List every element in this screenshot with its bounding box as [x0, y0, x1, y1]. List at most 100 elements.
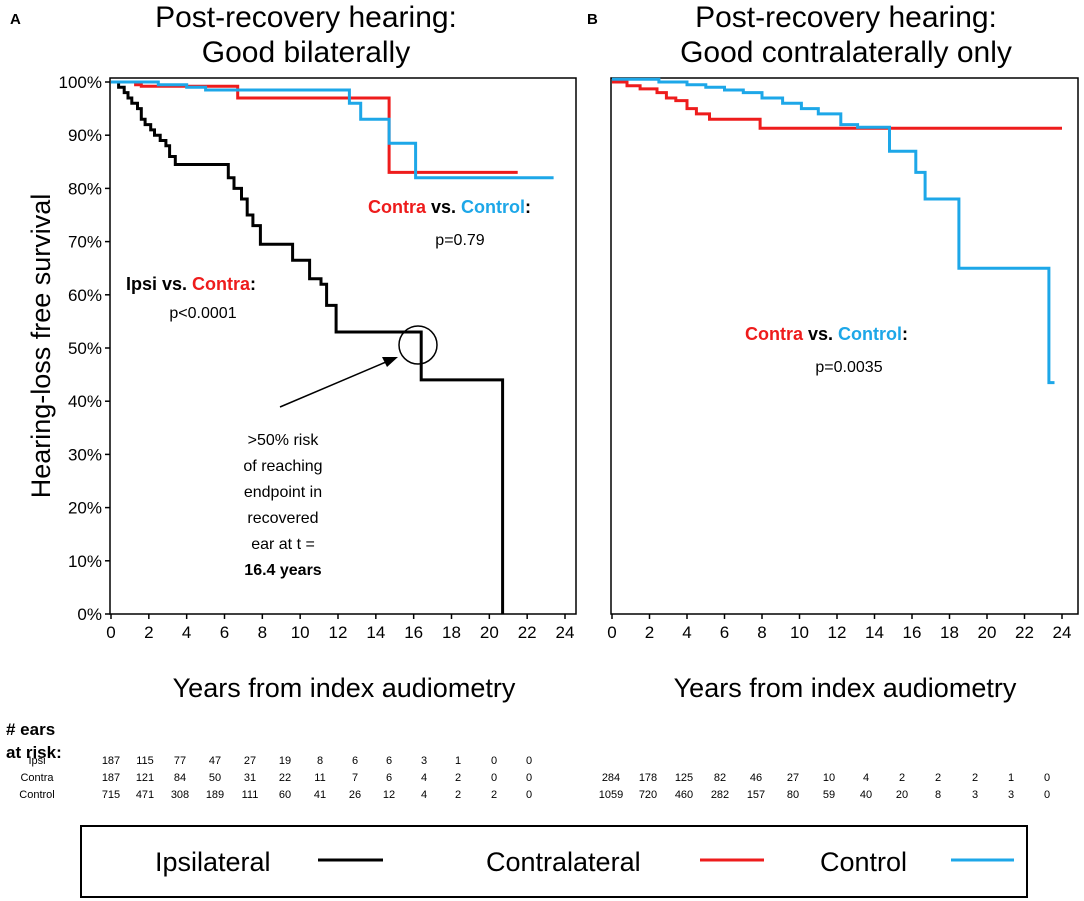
- risk-cell-a-control: 2: [455, 789, 461, 801]
- y-tick-label: 30%: [68, 445, 102, 464]
- panel-a-x-tick-label: 14: [366, 623, 385, 642]
- panel-a-letter: A: [10, 11, 21, 28]
- risk-cell-a-control: 2: [491, 789, 497, 801]
- median-arrow-shaft: [279, 361, 387, 408]
- y-tick-label: 60%: [68, 286, 102, 305]
- panel-b-x-tick-label: 20: [978, 623, 997, 642]
- risk-cell-b-control: 59: [823, 789, 835, 801]
- risk-cell-a-ipsi: 6: [352, 755, 358, 767]
- risk-cell-a-control: 715: [102, 789, 120, 801]
- panel-b-x-tick-label: 18: [940, 623, 959, 642]
- risk-cell-a-contra: 22: [279, 772, 291, 784]
- median-highlight-circle: [398, 325, 438, 365]
- risk-cell-b-contra: 10: [823, 772, 835, 784]
- ipsi-word: Ipsi: [126, 274, 157, 294]
- risk-cell-a-ipsi: 187: [102, 755, 120, 767]
- colon: :: [525, 197, 531, 217]
- risk-cell-a-ipsi: 6: [386, 755, 392, 767]
- panel-a-ipsi-contra-p-value: p<0.0001: [169, 305, 236, 322]
- risk-cell-a-contra: 2: [455, 772, 461, 784]
- panel-b-series-contralateral: [612, 80, 1062, 130]
- panel-b-letter: B: [587, 11, 598, 28]
- risk-row-label-ipsi: Ipsi: [28, 755, 45, 767]
- panel-a-x-tick-label: 0: [106, 623, 115, 642]
- risk-row-label-control: Control: [19, 789, 54, 801]
- risk-cell-a-contra: 0: [491, 772, 497, 784]
- risk-cell-a-ipsi: 1: [455, 755, 461, 767]
- control-word: Control: [461, 197, 525, 217]
- risk-cell-a-contra: 31: [244, 772, 256, 784]
- panel-b-x-axis-label: Years from index audiometry: [674, 673, 1017, 703]
- y-tick-label: 80%: [68, 179, 102, 198]
- legend-label-ipsilateral: Ipsilateral: [155, 847, 271, 877]
- risk-cell-a-contra: 7: [352, 772, 358, 784]
- risk-cell-a-contra: 0: [526, 772, 532, 784]
- risk-cell-b-contra: 4: [863, 772, 869, 784]
- y-tick-label: 0%: [77, 605, 102, 624]
- risk-cell-b-contra: 0: [1044, 772, 1050, 784]
- risk-cell-a-control: 0: [526, 789, 532, 801]
- risk-cell-a-control: 12: [383, 789, 395, 801]
- risk-cell-a-ipsi: 8: [317, 755, 323, 767]
- y-tick-label: 40%: [68, 392, 102, 411]
- risk-note-line-2: of reaching: [243, 458, 322, 475]
- panel-a-x-tick-label: 6: [220, 623, 229, 642]
- panel-b-x-tick-label: 14: [865, 623, 884, 642]
- risk-cell-b-control: 1059: [599, 789, 623, 801]
- risk-cell-a-contra: 11: [314, 772, 325, 784]
- panel-a-x-tick-label: 8: [258, 623, 267, 642]
- risk-cell-a-ipsi: 0: [491, 755, 497, 767]
- risk-cell-b-control: 460: [675, 789, 693, 801]
- risk-cell-a-ipsi: 77: [174, 755, 186, 767]
- panel-a-x-tick-label: 22: [518, 623, 537, 642]
- risk-cell-a-control: 60: [279, 789, 291, 801]
- risk-cell-b-contra: 27: [787, 772, 799, 784]
- risk-cell-b-contra: 178: [639, 772, 657, 784]
- panel-a-contra-control-p-value: p=0.79: [435, 232, 484, 249]
- panel-a-series-ipsilateral: [111, 80, 505, 614]
- risk-cell-a-contra: 84: [174, 772, 186, 784]
- risk-cell-a-ipsi: 27: [244, 755, 256, 767]
- risk-cell-a-ipsi: 3: [421, 755, 427, 767]
- panel-b-x-tick-label: 4: [682, 623, 691, 642]
- y-tick-label: 90%: [68, 126, 102, 145]
- risk-cell-a-control: 471: [136, 789, 154, 801]
- colon: :: [902, 324, 908, 344]
- risk-cell-a-contra: 6: [386, 772, 392, 784]
- legend-label-contralateral: Contralateral: [486, 847, 641, 877]
- risk-cell-a-control: 308: [171, 789, 189, 801]
- contra-word: Contra: [368, 197, 427, 217]
- legend-box: [80, 825, 1028, 898]
- contra-word: Contra: [192, 274, 251, 294]
- risk-cell-b-control: 3: [972, 789, 978, 801]
- panel-b-title-line-2: Good contralaterally only: [680, 36, 1012, 69]
- risk-cell-a-contra: 50: [209, 772, 221, 784]
- risk-cell-a-contra: 121: [136, 772, 154, 784]
- panel-b-x-tick-label: 0: [607, 623, 616, 642]
- panel-a-x-tick-label: 2: [144, 623, 153, 642]
- risk-cell-a-control: 111: [242, 789, 259, 801]
- risk-cell-b-contra: 2: [972, 772, 978, 784]
- panel-b-axes: 0 2 4 6 8 10 12 14 16 18 20 22 24: [607, 614, 1071, 642]
- y-tick-label: 10%: [68, 552, 102, 571]
- risk-table-header-line-1: # ears: [6, 720, 55, 739]
- panel-b-x-tick-label: 2: [645, 623, 654, 642]
- panel-a-plot-frame: [109, 77, 577, 615]
- risk-cell-b-control: 0: [1044, 789, 1050, 801]
- y-axis-label: Hearing-loss free survival: [26, 194, 56, 499]
- y-tick-label: 50%: [68, 339, 102, 358]
- panel-a-series-control: [111, 80, 554, 180]
- panel-b-title-line-1: Post-recovery hearing:: [695, 1, 997, 34]
- panel-a-ipsi-contra-label: Ipsi vs. Contra:: [126, 274, 256, 294]
- risk-note-line-3: endpoint in: [244, 484, 322, 501]
- panel-a-x-tick-label: 12: [329, 623, 348, 642]
- risk-cell-b-contra: 82: [714, 772, 726, 784]
- risk-cell-a-control: 4: [421, 789, 427, 801]
- risk-note-line-5: ear at t =: [251, 536, 315, 553]
- panel-a-x-tick-label: 24: [556, 623, 575, 642]
- panel-a-title-line-2: Good bilaterally: [202, 36, 410, 69]
- risk-table-header-line-2: at risk:: [6, 743, 62, 762]
- panel-b-x-tick-label: 10: [790, 623, 809, 642]
